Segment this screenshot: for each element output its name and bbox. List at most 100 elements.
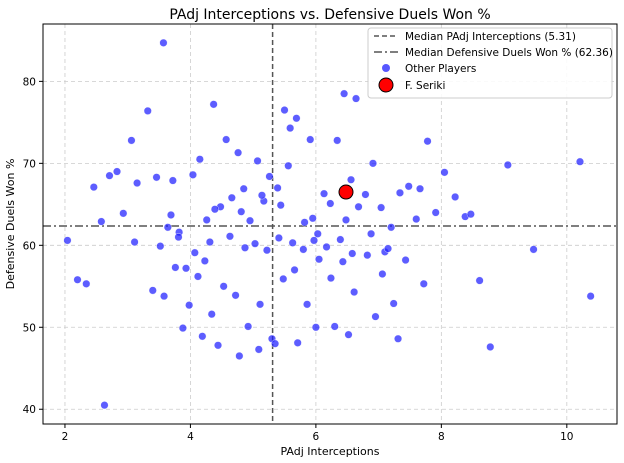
other-player-point: [265, 172, 274, 181]
legend: Median PAdj Interceptions (5.31) Median …: [367, 27, 613, 99]
other-player-point: [401, 256, 410, 265]
other-player-point: [293, 338, 302, 347]
other-player-point: [384, 244, 393, 253]
other-player-point: [240, 243, 249, 252]
other-player-point: [152, 173, 161, 182]
other-player-point: [299, 245, 308, 254]
other-player-point: [368, 159, 377, 168]
other-player-point: [253, 156, 262, 165]
other-player-point: [190, 248, 199, 257]
other-player-point: [348, 249, 357, 258]
other-player-point: [288, 238, 297, 247]
other-player-point: [419, 279, 428, 288]
other-player-point: [330, 322, 339, 331]
other-player-point: [300, 218, 309, 227]
other-player-point: [503, 160, 512, 169]
other-player-point: [222, 135, 231, 144]
other-player-point: [280, 106, 289, 115]
other-player-point: [225, 232, 234, 241]
other-player-point: [371, 312, 380, 321]
other-player-point: [340, 89, 349, 98]
other-player-point: [156, 242, 165, 251]
other-player-point: [185, 301, 194, 310]
other-player-point: [286, 124, 295, 133]
other-player-point: [166, 210, 175, 219]
other-player-point: [404, 182, 413, 191]
other-player-point: [440, 168, 449, 177]
other-player-point: [575, 157, 584, 166]
other-player-point: [237, 207, 246, 216]
y-tick-label: 50: [23, 322, 36, 334]
other-player-point: [160, 292, 169, 301]
other-player-point: [363, 251, 372, 260]
data-points: [63, 38, 595, 410]
other-player-point: [395, 188, 404, 197]
y-axis-label: Defensive Duels Won %: [4, 159, 17, 290]
other-player-point: [486, 342, 495, 351]
other-player-point: [279, 274, 288, 283]
other-player-point: [202, 215, 211, 224]
y-tick-label: 40: [23, 404, 36, 416]
reference-lines: [43, 24, 617, 424]
other-player-point: [303, 300, 312, 309]
other-player-point: [130, 238, 139, 247]
other-player-point: [475, 276, 484, 285]
other-player-point: [254, 345, 263, 354]
other-player-point: [311, 323, 320, 332]
y-axis-ticks: 40 50 60 70 80: [23, 76, 43, 416]
other-player-point: [306, 135, 315, 144]
other-player-point: [586, 292, 595, 301]
other-player-point: [274, 233, 283, 242]
y-tick-label: 70: [23, 158, 36, 170]
other-player-point: [361, 190, 370, 199]
other-player-point: [273, 183, 282, 192]
other-player-point: [338, 257, 347, 266]
other-player-point: [198, 332, 207, 341]
other-player-point: [394, 334, 403, 343]
other-player-point: [367, 229, 376, 238]
other-player-point: [246, 216, 255, 225]
other-player-point: [412, 215, 421, 224]
other-player-point: [168, 176, 177, 185]
other-player-point: [416, 184, 425, 193]
chart-title: PAdj Interceptions vs. Defensive Duels W…: [169, 7, 490, 23]
other-player-point: [119, 209, 128, 218]
other-player-point: [292, 114, 301, 123]
other-player-point: [219, 282, 228, 291]
other-player-point: [171, 263, 180, 272]
legend-swatch-other-players: [382, 64, 390, 72]
other-player-point: [387, 223, 396, 232]
legend-label-median-y: Median Defensive Duels Won % (62.36): [405, 47, 613, 59]
y-tick-label: 60: [23, 240, 36, 252]
other-player-point: [322, 242, 331, 251]
x-tick-label: 6: [313, 431, 320, 443]
plot-area-frame: [42, 23, 618, 425]
other-player-point: [284, 161, 293, 170]
other-player-point: [127, 136, 136, 145]
other-player-point: [344, 330, 353, 339]
x-tick-label: 10: [560, 431, 573, 443]
legend-label-median-x: Median PAdj Interceptions (5.31): [405, 31, 576, 43]
other-player-point: [290, 265, 299, 274]
other-player-point: [262, 246, 271, 255]
other-player-point: [423, 137, 432, 146]
other-player-point: [163, 223, 172, 232]
other-player-point: [529, 245, 538, 254]
other-player-point: [347, 175, 356, 184]
x-axis-label: PAdj Interceptions: [281, 445, 380, 458]
other-player-point: [257, 191, 266, 200]
other-player-point: [235, 351, 244, 360]
legend-label-seriki: F. Seriki: [405, 80, 445, 92]
other-player-point: [466, 210, 475, 219]
other-player-point: [97, 217, 106, 226]
other-player-point: [214, 341, 223, 350]
other-player-point: [377, 203, 386, 212]
other-player-point: [209, 100, 218, 109]
other-player-point: [73, 275, 82, 284]
x-axis-ticks: 2 4 6 8 10: [62, 424, 574, 443]
other-player-point: [378, 270, 387, 279]
other-player-point: [336, 235, 345, 244]
other-player-point: [178, 324, 187, 333]
other-player-point: [389, 299, 398, 308]
